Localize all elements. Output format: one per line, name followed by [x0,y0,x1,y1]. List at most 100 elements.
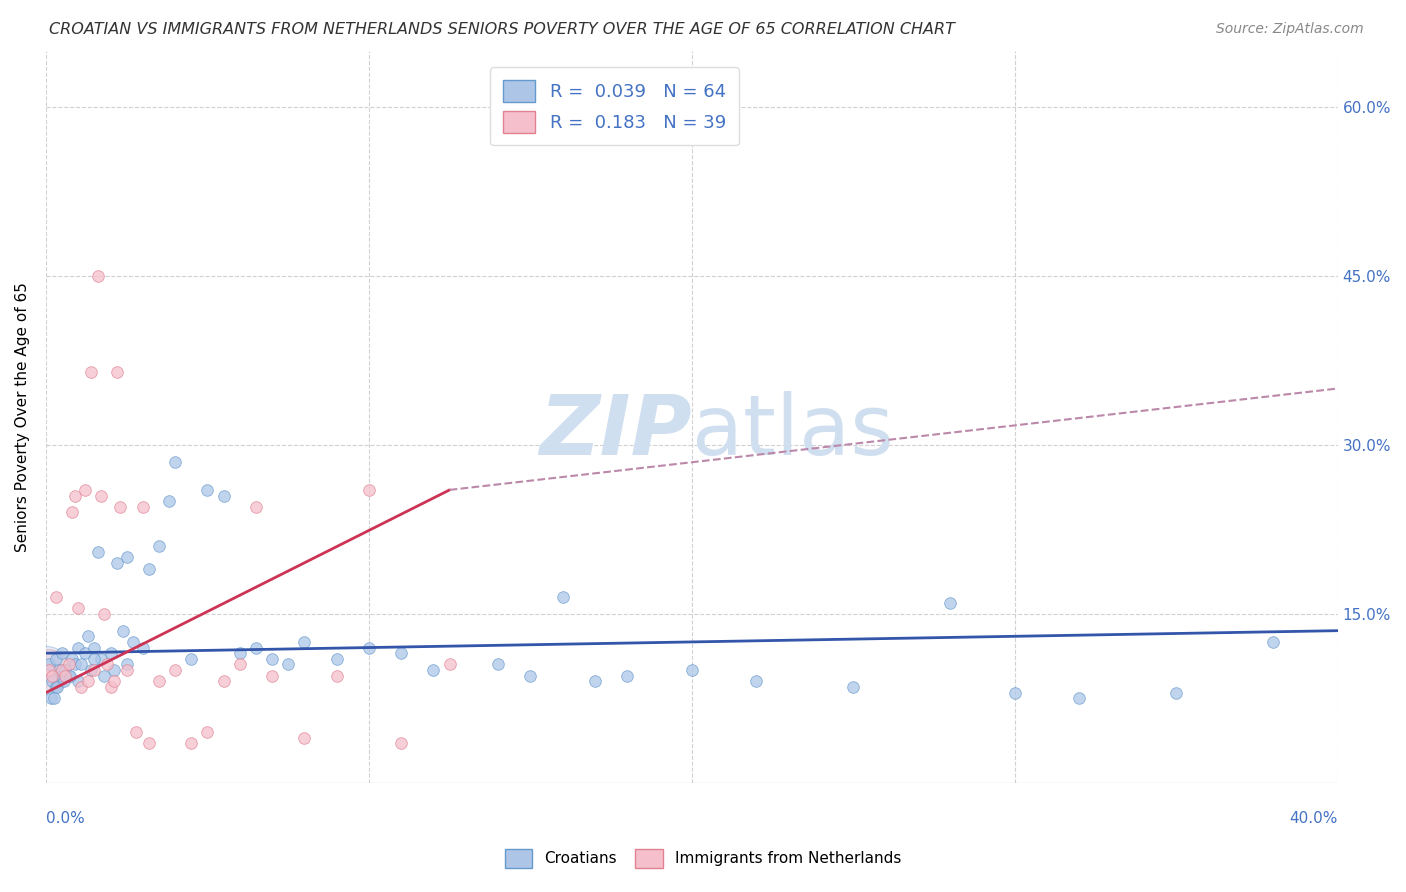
Point [110,500,132,514]
Point [148,674,170,689]
Point [90,652,112,666]
Point [115,550,138,565]
Point [73,483,96,497]
Point [148,539,170,553]
Point [58,657,80,672]
Point [138,736,160,750]
Point [389,646,412,660]
Text: CROATIAN VS IMMIGRANTS FROM NETHERLANDS SENIORS POVERTY OVER THE AGE OF 65 CORRE: CROATIAN VS IMMIGRANTS FROM NETHERLANDS … [49,22,955,37]
Point [681,663,703,677]
Point [51,646,73,660]
Point [63,657,86,672]
Point [51,669,73,683]
Point [1261,635,1284,649]
Point [67,674,90,689]
Text: 40.0%: 40.0% [1289,811,1337,826]
Point [67,640,90,655]
Point [45,590,67,604]
Point [292,731,315,745]
Point [115,663,138,677]
Point [93,669,115,683]
Point [100,680,122,694]
Point [245,500,267,514]
Point [292,635,315,649]
Point [53,669,76,683]
Text: ZIP: ZIP [538,391,692,472]
Point [519,669,541,683]
Point [165,663,187,677]
Point [37,663,59,677]
Point [105,365,128,379]
Point [80,663,103,677]
Point [325,669,347,683]
Text: Source: ZipAtlas.com: Source: ZipAtlas.com [1216,22,1364,37]
Point [83,652,105,666]
Point [59,669,82,683]
Point [439,657,461,672]
Point [90,489,112,503]
Point [112,624,135,638]
Point [939,595,962,609]
Point [80,365,103,379]
Point [35,663,58,677]
Point [180,652,202,666]
Point [197,725,219,739]
Point [357,483,380,497]
Point [103,663,125,677]
Point [93,607,115,621]
Point [157,494,180,508]
Point [83,640,105,655]
Point [212,674,235,689]
Point [842,680,865,694]
Point [70,680,93,694]
Point [277,657,299,672]
Point [77,629,100,643]
Point [551,590,574,604]
Point [83,663,105,677]
Point [77,674,100,689]
Point [1069,691,1091,706]
Point [132,500,155,514]
Point [260,652,283,666]
Point [86,545,108,559]
Point [1166,685,1188,699]
Point [616,669,638,683]
Point [132,640,155,655]
Point [96,657,118,672]
Point [103,674,125,689]
Point [389,736,412,750]
Legend: Croatians, Immigrants from Netherlands: Croatians, Immigrants from Netherlands [499,843,907,873]
Point [41,669,63,683]
Point [228,646,250,660]
Point [325,652,347,666]
Point [357,640,380,655]
Point [42,691,65,706]
Point [100,646,122,660]
Point [115,657,138,672]
Point [60,652,83,666]
Point [39,691,62,706]
Point [245,640,267,655]
Point [38,657,60,672]
Point [125,725,148,739]
Point [60,505,83,519]
Point [67,601,90,615]
Point [52,674,75,689]
Text: atlas: atlas [692,391,894,472]
Point [45,680,67,694]
Point [180,736,202,750]
Point [583,674,606,689]
Point [70,657,93,672]
Point [73,646,96,660]
Point [48,663,70,677]
Y-axis label: Seniors Poverty Over the Age of 65: Seniors Poverty Over the Age of 65 [15,282,30,551]
Legend: R =  0.039   N = 64, R =  0.183   N = 39: R = 0.039 N = 64, R = 0.183 N = 39 [491,67,738,145]
Point [212,489,235,503]
Point [41,674,63,689]
Point [165,455,187,469]
Point [197,483,219,497]
Point [46,680,69,694]
Point [122,635,145,649]
Point [38,663,60,677]
Point [422,663,444,677]
